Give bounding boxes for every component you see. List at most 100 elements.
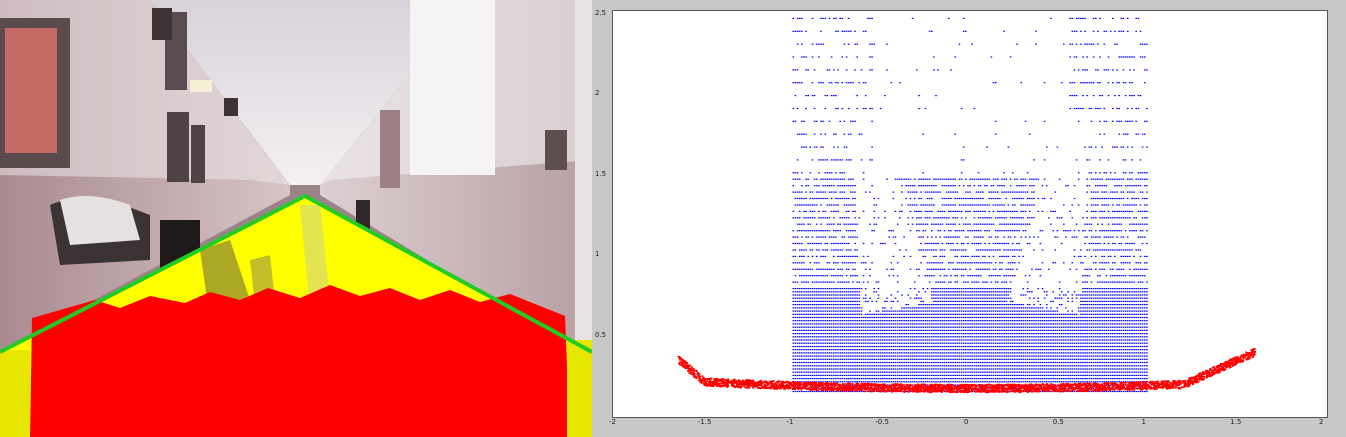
- blue-point: [805, 323, 807, 325]
- blue-point: [830, 300, 833, 302]
- blue-point: [1097, 310, 1099, 312]
- blue-point: [847, 313, 850, 315]
- blue-point: [888, 358, 890, 360]
- blue-point: [1060, 374, 1063, 376]
- blue-point: [999, 336, 1001, 338]
- blue-point: [1033, 297, 1035, 299]
- blue-point: [922, 339, 924, 341]
- blue-point: [1126, 352, 1129, 354]
- blue-point: [948, 313, 950, 315]
- blue-point: [907, 313, 910, 315]
- blue-point: [1103, 294, 1106, 296]
- blue-point: [894, 336, 897, 338]
- blue-point: [803, 323, 805, 325]
- blue-point: [1016, 387, 1018, 389]
- blue-point: [811, 316, 814, 319]
- blue-point: [798, 355, 801, 357]
- blue-point: [922, 349, 924, 351]
- blue-point: [796, 349, 799, 351]
- blue-point: [894, 339, 897, 341]
- blue-point: [839, 297, 841, 299]
- blue-point: [1022, 378, 1025, 380]
- blue-point: [847, 390, 850, 393]
- blue-point: [901, 313, 903, 315]
- blue-point: [1058, 294, 1061, 296]
- blue-point: [1001, 336, 1003, 338]
- blue-point: [845, 378, 848, 380]
- blue-point: [1011, 358, 1014, 360]
- blue-point: [1058, 342, 1061, 344]
- blue-point: [1035, 326, 1037, 328]
- blue-point: [903, 307, 905, 309]
- blue-point: [1035, 387, 1037, 389]
- blue-point: [796, 300, 799, 302]
- blue-point: [845, 313, 848, 315]
- blue-point: [1105, 361, 1108, 364]
- blue-point: [896, 358, 899, 360]
- blue-point: [801, 294, 803, 296]
- blue-point: [920, 358, 922, 360]
- blue-point: [905, 378, 907, 380]
- blue-point: [839, 358, 841, 360]
- blue-point: [845, 304, 848, 306]
- blue-point: [986, 358, 988, 360]
- blue-point: [1092, 336, 1095, 338]
- blue-point: [871, 342, 873, 344]
- blue-point: [1101, 345, 1103, 348]
- blue-point: [807, 352, 809, 354]
- blue-point: [1031, 345, 1033, 348]
- blue-point: [873, 323, 875, 325]
- blue-point: [1129, 345, 1131, 348]
- blue-point: [820, 291, 822, 293]
- blue-point: [869, 323, 871, 325]
- blue-point: [794, 310, 797, 312]
- blue-point: [1129, 361, 1131, 364]
- blue-point: [1090, 316, 1093, 319]
- blue-point: [967, 381, 969, 383]
- blue-point: [1135, 320, 1137, 322]
- blue-point: [997, 349, 999, 351]
- blue-point: [1041, 390, 1044, 393]
- blue-point: [1035, 355, 1037, 357]
- blue-point: [807, 349, 809, 351]
- blue-point: [1080, 342, 1082, 344]
- blue-point: [1001, 310, 1003, 312]
- blue-point: [1043, 342, 1046, 344]
- blue-point: [837, 304, 839, 306]
- blue-point: [1114, 316, 1116, 319]
- blue-point: [1024, 294, 1027, 296]
- blue-point: [931, 307, 933, 309]
- blue-point: [1050, 310, 1052, 312]
- blue-point: [796, 378, 799, 380]
- blue-point: [841, 291, 844, 293]
- blue-point: [826, 352, 829, 354]
- blue-point: [1095, 320, 1097, 322]
- blue-point: [854, 323, 856, 325]
- blue-point: [875, 365, 878, 367]
- blue-point: [990, 320, 993, 322]
- blue-point: [958, 307, 961, 309]
- blue-point: [992, 374, 995, 376]
- blue-point: [1020, 336, 1022, 338]
- blue-point: [1146, 316, 1148, 319]
- blue-point: [916, 323, 918, 325]
- blue-point: [869, 326, 871, 328]
- blue-point: [1137, 355, 1140, 357]
- blue-point: [852, 371, 854, 373]
- blue-point: [973, 304, 976, 306]
- blue-point: [913, 371, 916, 373]
- blue-point: [973, 339, 976, 341]
- blue-point: [937, 378, 939, 380]
- blue-point: [924, 355, 927, 357]
- blue-point: [875, 300, 878, 302]
- blue-point: [1039, 355, 1042, 357]
- blue-point: [1052, 320, 1054, 322]
- blue-point: [1016, 378, 1018, 380]
- blue-point: [1099, 320, 1101, 322]
- blue-point: [1135, 307, 1137, 309]
- blue-point: [871, 352, 873, 354]
- blue-point: [1011, 326, 1014, 328]
- blue-point: [1069, 349, 1071, 351]
- blue-point: [845, 329, 848, 331]
- blue-point: [820, 320, 822, 322]
